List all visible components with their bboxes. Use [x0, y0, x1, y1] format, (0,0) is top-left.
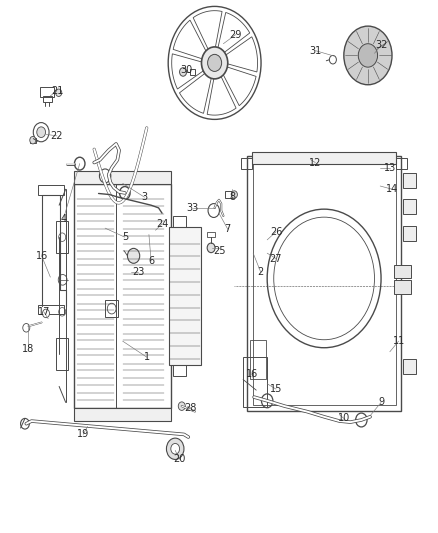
Circle shape	[74, 157, 85, 170]
Text: 18: 18	[22, 344, 35, 354]
Text: 8: 8	[229, 192, 235, 202]
Text: 7: 7	[225, 224, 231, 234]
Bar	[403, 359, 416, 374]
Circle shape	[42, 309, 49, 318]
Bar	[247, 156, 401, 411]
Bar	[56, 221, 68, 253]
Bar	[38, 305, 64, 314]
Text: 31: 31	[309, 46, 321, 55]
Text: 13: 13	[384, 163, 396, 173]
Text: 30: 30	[180, 66, 192, 75]
Text: 21: 21	[51, 86, 63, 95]
Circle shape	[33, 123, 49, 142]
Bar	[253, 162, 396, 405]
Bar	[396, 158, 407, 169]
Bar	[43, 96, 52, 102]
Text: 5: 5	[122, 232, 128, 242]
Bar	[105, 300, 118, 317]
Text: 9: 9	[378, 398, 384, 407]
Circle shape	[58, 274, 67, 285]
Text: 6: 6	[148, 256, 154, 266]
Text: 28: 28	[184, 403, 197, 413]
Circle shape	[207, 243, 215, 253]
Circle shape	[329, 55, 336, 64]
Text: 11: 11	[392, 336, 405, 346]
Bar	[394, 265, 411, 278]
Circle shape	[208, 54, 222, 71]
Bar	[394, 280, 411, 294]
Bar	[74, 408, 171, 421]
Text: 4: 4	[60, 214, 67, 223]
Circle shape	[356, 413, 367, 427]
Text: 24: 24	[156, 219, 168, 229]
Polygon shape	[222, 66, 256, 106]
Bar	[403, 226, 416, 241]
Text: 10: 10	[338, 414, 350, 423]
Polygon shape	[173, 20, 208, 60]
Bar	[38, 185, 64, 195]
Text: 1: 1	[144, 352, 150, 362]
Bar	[74, 171, 171, 184]
Bar	[173, 216, 186, 227]
Text: 3: 3	[141, 192, 148, 202]
Text: 19: 19	[77, 430, 89, 439]
Circle shape	[30, 136, 36, 144]
Circle shape	[208, 204, 219, 217]
Bar	[169, 227, 201, 365]
Text: 33: 33	[187, 203, 199, 213]
Text: 29: 29	[230, 30, 242, 39]
Text: 25: 25	[213, 246, 225, 255]
Polygon shape	[193, 11, 222, 53]
Polygon shape	[172, 54, 206, 89]
Circle shape	[178, 402, 185, 410]
Text: 16: 16	[246, 369, 258, 379]
Circle shape	[267, 209, 381, 348]
Text: 17: 17	[38, 307, 50, 317]
Bar	[241, 158, 252, 169]
Text: 26: 26	[270, 227, 282, 237]
Bar	[40, 87, 54, 97]
Bar	[252, 152, 396, 164]
Circle shape	[37, 127, 46, 138]
Text: 27: 27	[270, 254, 282, 263]
Polygon shape	[207, 73, 236, 115]
Circle shape	[127, 248, 140, 263]
Circle shape	[166, 438, 184, 459]
Bar	[403, 173, 416, 188]
Circle shape	[261, 394, 273, 408]
Circle shape	[344, 26, 392, 85]
Bar	[225, 191, 233, 198]
Bar	[403, 199, 416, 214]
Circle shape	[180, 68, 187, 76]
Circle shape	[201, 47, 228, 79]
Text: 20: 20	[173, 455, 186, 464]
Text: 22: 22	[51, 131, 63, 141]
Text: 12: 12	[309, 158, 321, 167]
Text: 14: 14	[386, 184, 398, 194]
Circle shape	[23, 324, 30, 332]
Polygon shape	[223, 37, 258, 72]
Circle shape	[358, 44, 378, 67]
Bar	[243, 357, 267, 407]
Bar	[56, 338, 68, 370]
Text: 2: 2	[258, 267, 264, 277]
Bar	[30, 138, 36, 143]
Polygon shape	[180, 71, 212, 114]
Circle shape	[21, 418, 29, 429]
Bar	[250, 340, 266, 379]
Bar	[207, 232, 215, 237]
Text: 23: 23	[132, 267, 144, 277]
Text: 32: 32	[375, 41, 387, 50]
Circle shape	[171, 443, 180, 454]
Text: 15: 15	[270, 384, 282, 394]
Polygon shape	[217, 12, 250, 54]
Bar	[173, 365, 186, 376]
Text: 16: 16	[35, 251, 48, 261]
Circle shape	[120, 187, 130, 199]
Circle shape	[231, 191, 237, 198]
Circle shape	[56, 89, 62, 96]
Bar	[190, 69, 195, 75]
Circle shape	[99, 169, 111, 183]
Bar	[74, 184, 171, 408]
